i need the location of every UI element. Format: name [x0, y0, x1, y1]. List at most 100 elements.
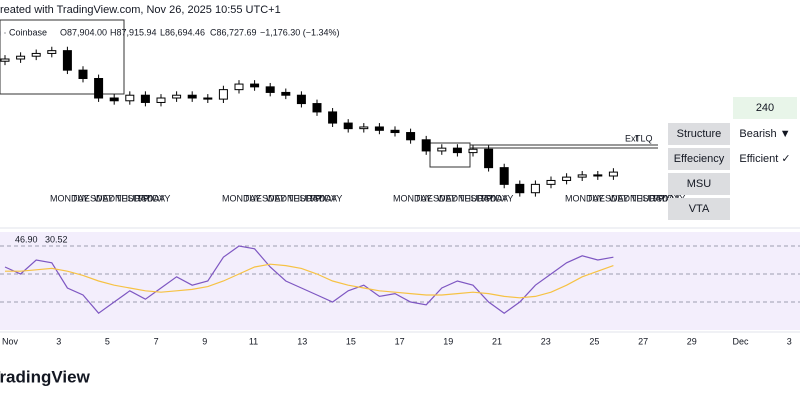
- candle-body: [250, 83, 260, 88]
- x-tick-label: 17: [395, 336, 405, 346]
- day-label: THURSDAY: [288, 193, 337, 203]
- x-tick-label: 9: [202, 336, 207, 346]
- ohlc-value: L86,694.46: [160, 27, 205, 37]
- candle-body: [218, 89, 228, 100]
- candle-body: [296, 94, 306, 105]
- candle-body: [421, 139, 431, 152]
- day-label: MONDAY: [222, 193, 261, 203]
- x-tick-label: 5: [105, 336, 110, 346]
- candle-body: [562, 176, 572, 181]
- candle-body: [452, 147, 462, 154]
- day-label: MONDAY: [50, 193, 89, 203]
- brand: TradingView: [0, 367, 91, 386]
- day-label: THURSDAY: [459, 193, 508, 203]
- candle-body: [499, 167, 509, 185]
- x-tick-label: 7: [154, 336, 159, 346]
- candle-body: [234, 83, 244, 91]
- candle-body: [265, 86, 275, 93]
- candle-body: [16, 55, 26, 60]
- candle-body: [31, 52, 41, 57]
- range-box: [0, 19, 125, 95]
- x-tick-label: 25: [589, 336, 599, 346]
- candle-body: [140, 94, 150, 103]
- candle-body: [608, 171, 618, 177]
- panel-label-bg: [668, 198, 730, 220]
- candle-body: [156, 97, 166, 103]
- panel-label-bg: [668, 123, 730, 145]
- rsi-readout: 46.90: [15, 234, 38, 244]
- rsi-line: [4, 245, 614, 315]
- candle-body: [328, 111, 338, 124]
- candle-body: [515, 183, 525, 194]
- day-label: WEDNESDAY: [266, 193, 323, 203]
- rsi-background: [0, 232, 800, 330]
- range-box: [429, 142, 471, 168]
- candle-body: [125, 94, 135, 102]
- symbol: n · Coinbase: [0, 27, 47, 37]
- ohlc-value: O87,904.00: [60, 27, 107, 37]
- rsi-readout: 30.52: [45, 234, 68, 244]
- panel-cell: [733, 97, 797, 119]
- candle-body: [281, 91, 291, 96]
- day-label: TUESDAY: [415, 193, 457, 203]
- day-label: FRIDAY: [310, 193, 342, 203]
- day-label: TUESDAY: [72, 193, 114, 203]
- x-tick-label: 11: [249, 336, 258, 346]
- x-tick-label: 19: [443, 336, 453, 346]
- x-tick-label: 15: [346, 336, 356, 346]
- candle-body: [187, 94, 197, 99]
- candle-body: [530, 183, 540, 194]
- timeframe: 240: [756, 102, 774, 114]
- candle-body: [78, 69, 88, 80]
- candle-body: [437, 147, 447, 152]
- candle-body: [484, 148, 494, 169]
- candle-body: [577, 174, 587, 178]
- day-label: FRIDAY: [481, 193, 513, 203]
- ohlc-value: H87,915.94: [110, 27, 157, 37]
- candle-body: [62, 50, 72, 71]
- x-tick-label: 3: [56, 336, 61, 346]
- day-label: FRIDAY: [138, 193, 170, 203]
- x-tick-label: 13: [297, 336, 307, 346]
- x-tick-label: 29: [687, 336, 697, 346]
- x-tick-label: Dec: [732, 336, 749, 346]
- x-tick-label: 23: [541, 336, 551, 346]
- candle-body: [546, 179, 556, 185]
- x-tick-label: 3: [787, 336, 792, 346]
- panel-label: VTA: [689, 203, 710, 215]
- panel-value: Efficient ✓: [739, 153, 790, 165]
- candle-body: [312, 103, 322, 113]
- ohlc-value: C86,727.69: [210, 27, 257, 37]
- panel-label-bg: [668, 148, 730, 170]
- ohlc-value: −1,176.30 (−1.34%): [260, 27, 340, 37]
- x-tick-label: Nov: [2, 336, 19, 346]
- panel-label: Effeciency: [674, 153, 725, 165]
- day-label: WEDNESDAY: [94, 193, 151, 203]
- watermark: Created with TradingView.com, Nov 26, 20…: [0, 4, 281, 16]
- candle-body: [0, 58, 10, 62]
- day-label: THURSDAY: [116, 193, 165, 203]
- x-tick-label: 27: [638, 336, 648, 346]
- day-label: MONDAY: [393, 193, 432, 203]
- tag: TLQ: [635, 133, 653, 143]
- day-label: TUESDAY: [587, 193, 629, 203]
- day-label: WEDNESDAY: [609, 193, 666, 203]
- rsi-line: [5, 263, 614, 299]
- panel-label: MSU: [687, 178, 712, 190]
- candle-body: [47, 50, 57, 54]
- candle-body: [172, 94, 182, 99]
- candle-body: [390, 129, 400, 134]
- tag: Ext: [625, 133, 639, 143]
- candle-body: [406, 132, 416, 141]
- candle-body: [374, 126, 384, 131]
- day-label: WEDNESDAY: [437, 193, 494, 203]
- x-tick-label: 21: [492, 336, 502, 346]
- day-label: TUESDAY: [244, 193, 286, 203]
- panel-label: Structure: [677, 128, 722, 140]
- candle-body: [343, 122, 353, 130]
- candle-body: [468, 148, 478, 154]
- panel-value: Bearish ▼: [739, 128, 790, 140]
- panel-label-bg: [668, 173, 730, 195]
